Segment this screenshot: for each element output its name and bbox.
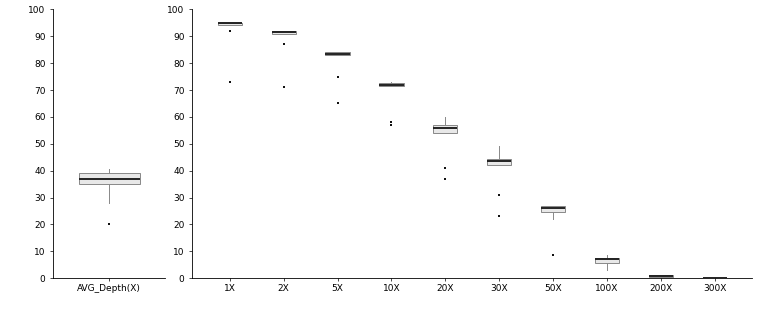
FancyBboxPatch shape: [649, 275, 673, 277]
FancyBboxPatch shape: [433, 125, 458, 133]
FancyBboxPatch shape: [487, 159, 511, 165]
FancyBboxPatch shape: [541, 206, 565, 212]
FancyBboxPatch shape: [379, 83, 404, 86]
FancyBboxPatch shape: [79, 173, 140, 184]
FancyBboxPatch shape: [217, 23, 242, 25]
FancyBboxPatch shape: [325, 52, 350, 55]
FancyBboxPatch shape: [595, 258, 619, 263]
FancyBboxPatch shape: [271, 31, 296, 34]
FancyBboxPatch shape: [702, 277, 727, 278]
